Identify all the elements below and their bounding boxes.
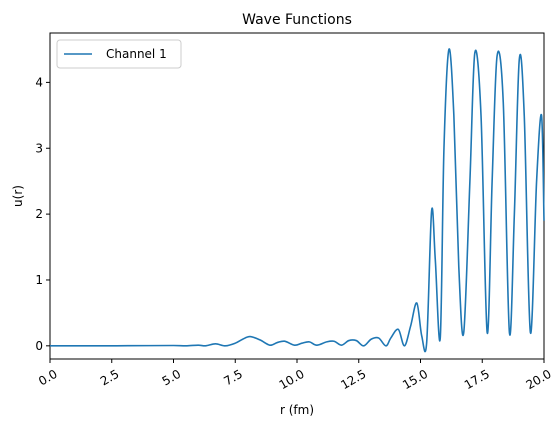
- x-tick-label: 5.0: [160, 367, 184, 389]
- x-tick-label: 10.0: [277, 367, 307, 392]
- y-axis: 0 1 2 3 4: [35, 75, 50, 353]
- legend: Channel 1: [56, 39, 182, 69]
- y-tick-label: 4: [35, 75, 43, 89]
- x-tick-label: 7.5: [221, 367, 245, 389]
- x-axis: 0.0 2.5 5.0 7.5 10.0 12.5 15.0 17.5 20.0: [36, 359, 554, 392]
- legend-label-channel-1: Channel 1: [106, 47, 167, 61]
- y-tick-label: 2: [35, 207, 43, 221]
- y-tick-label: 0: [35, 339, 43, 353]
- x-tick-label: 20.0: [524, 367, 554, 392]
- x-axis-label: r (fm): [280, 403, 314, 417]
- y-tick-label: 1: [35, 273, 43, 287]
- x-tick-label: 15.0: [400, 367, 430, 392]
- chart-title: Wave Functions: [242, 12, 352, 28]
- x-tick-label: 0.0: [36, 367, 60, 389]
- y-tick-label: 3: [35, 141, 43, 155]
- legend-box: [56, 39, 182, 69]
- y-axis-label: u(r): [11, 185, 25, 207]
- x-tick-label: 2.5: [98, 367, 122, 389]
- series-line-channel-1: [49, 48, 545, 353]
- x-tick-label: 12.5: [338, 367, 368, 392]
- x-tick-label: 17.5: [462, 367, 492, 392]
